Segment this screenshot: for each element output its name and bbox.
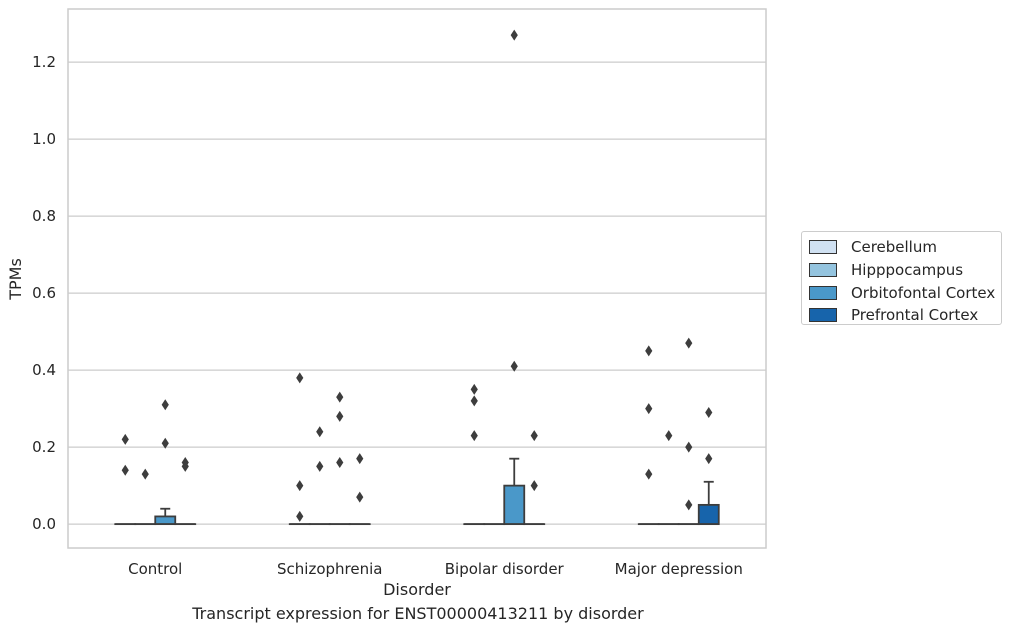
outlier-point [530,480,538,492]
outlier-point [705,453,713,465]
x-tick-label: Control [128,560,182,578]
outlier-point [121,433,129,445]
outlier-point [336,457,344,469]
legend: Cerebellum Hipppocampus Orbitofontal Cor… [801,231,1002,325]
outlier-point [685,499,693,511]
outlier-point [470,383,478,395]
box-orbitofontal-cortex [503,484,526,526]
gridlines [68,61,766,525]
legend-item-orbitofrontal-cortex: Orbitofontal Cortex [809,281,1001,304]
legend-label: Hipppocampus [851,261,964,280]
outlier-point [316,460,324,472]
y-tick-labels: 0.0 0.2 0.4 0.6 0.8 1.0 1.2 [32,53,56,533]
y-tick-label: 0.0 [32,515,56,533]
outlier-point [705,406,713,418]
outlier-point [510,360,518,372]
x-tick-labels: Control Schizophrenia Bipolar disorder Majo… [128,560,743,578]
plot-area-frame [67,8,767,549]
legend-swatch [809,263,837,278]
outlier-point [336,391,344,403]
outlier-point [356,453,364,465]
x-tick-label: Major depression [615,560,743,578]
legend-label: Cerebellum [851,238,937,257]
outlier-point [296,372,304,384]
outlier-point [645,345,653,357]
outlier-point [356,491,364,503]
outlier-point [296,510,304,522]
legend-item-cerebellum: Cerebellum [809,236,1001,259]
box-series [114,457,720,526]
y-tick-label: 0.4 [32,361,56,379]
outlier-point [685,441,693,453]
legend-swatch [809,308,837,323]
outlier-point [316,426,324,438]
outlier-point [645,468,653,480]
y-tick-label: 0.2 [32,438,56,456]
outlier-points [121,29,713,522]
x-axis-label: Disorder [383,580,451,599]
y-tick-label: 1.0 [32,130,56,148]
outlier-point [181,460,189,472]
outlier-point [296,480,304,492]
outlier-point [510,29,518,41]
legend-item-prefrontal-cortex: Prefrontal Cortex [809,304,1001,327]
chart-title: Transcript expression for ENST0000041321… [192,604,644,623]
legend-item-hippocampus: Hipppocampus [809,259,1001,282]
legend-label: Orbitofontal Cortex [851,283,996,302]
outlier-point [161,399,169,411]
y-axis-label: TPMs [6,258,25,301]
outlier-point [685,337,693,349]
y-tick-label: 0.8 [32,207,56,225]
legend-label: Prefrontal Cortex [851,306,979,325]
x-tick-label: Schizophrenia [277,560,382,578]
outlier-point [530,430,538,442]
outlier-point [161,437,169,449]
outlier-point [336,410,344,422]
box-orbitofontal-cortex [154,515,177,526]
outlier-point [121,464,129,476]
legend-swatch [809,285,837,300]
outlier-point [665,430,673,442]
x-tick-label: Bipolar disorder [445,560,565,578]
outlier-point [470,395,478,407]
outlier-point [470,430,478,442]
outlier-point [645,403,653,415]
legend-swatch [809,240,837,255]
box-prefrontal-cortex [697,503,720,526]
y-tick-label: 1.2 [32,53,56,71]
y-tick-label: 0.6 [32,284,56,302]
outlier-point [141,468,149,480]
